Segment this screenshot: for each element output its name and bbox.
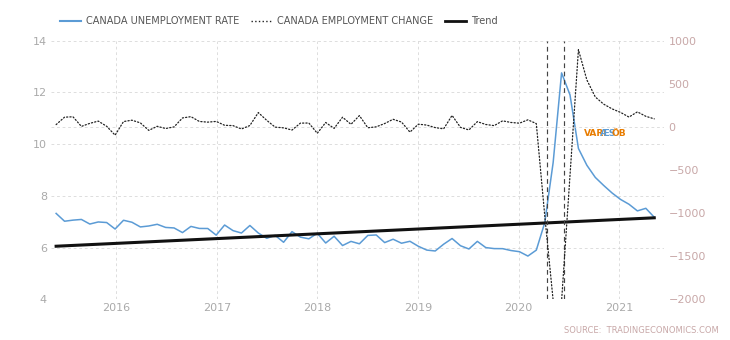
- Legend: CANADA UNEMPLOYMENT RATE, CANADA EMPLOYMENT CHANGE, Trend: CANADA UNEMPLOYMENT RATE, CANADA EMPLOYM…: [56, 12, 502, 30]
- Text: SOURCE:  TRADINGECONOMICS.COM: SOURCE: TRADINGECONOMICS.COM: [564, 326, 719, 335]
- Text: VARI: VARI: [584, 129, 607, 138]
- Text: ÖB: ÖB: [611, 129, 626, 138]
- Text: ÆS: ÆS: [599, 129, 615, 138]
